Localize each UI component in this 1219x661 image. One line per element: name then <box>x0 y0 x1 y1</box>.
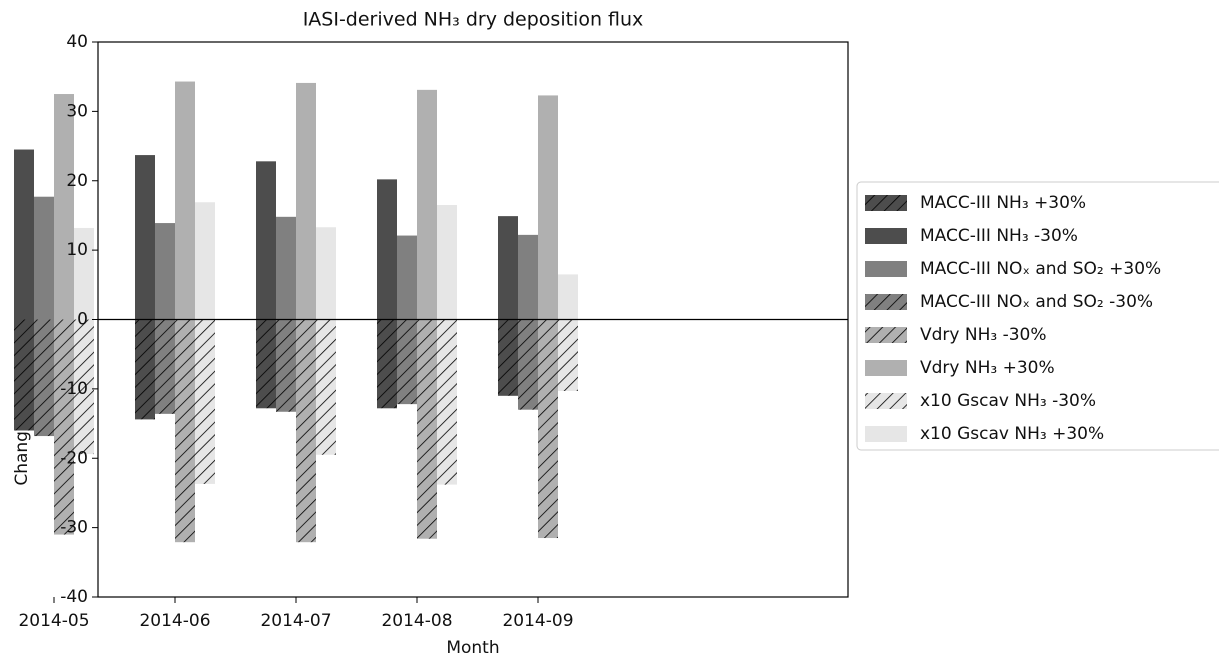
bar <box>14 149 34 320</box>
bar <box>256 319 276 409</box>
bar <box>195 202 215 320</box>
x-tick-label: 2014-05 <box>18 611 89 631</box>
legend-swatch <box>865 261 907 277</box>
bar <box>155 319 175 414</box>
y-tick-label: -30 <box>60 518 88 538</box>
x-axis-label: Month <box>446 638 499 657</box>
legend-label: x10 Gscav NH₃ +30% <box>920 424 1104 444</box>
legend-label: Vdry NH₃ -30% <box>920 325 1047 345</box>
bar <box>74 227 94 320</box>
y-tick-label: 0 <box>77 310 88 330</box>
legend-label: Vdry NH₃ +30% <box>920 358 1055 378</box>
x-tick-label: 2014-07 <box>260 611 331 631</box>
bar <box>538 95 558 320</box>
bar <box>397 235 417 320</box>
y-tick-label: -40 <box>60 587 88 607</box>
bar <box>296 319 316 543</box>
legend-swatch <box>865 426 907 442</box>
bar <box>316 319 336 455</box>
bar <box>518 234 538 320</box>
legend-box <box>856 181 1219 451</box>
bar <box>54 94 74 320</box>
legend-label: MACC-III NOₓ and SO₂ +30% <box>920 259 1161 279</box>
legend-swatch <box>865 195 907 211</box>
bar <box>34 196 54 320</box>
y-tick-label: 30 <box>66 101 88 121</box>
bar <box>558 274 578 320</box>
bar <box>397 319 417 405</box>
legend-label: MACC-III NOₓ and SO₂ -30% <box>920 292 1153 312</box>
y-tick-label: 40 <box>66 32 88 52</box>
bar <box>195 319 215 484</box>
legend-swatch <box>865 327 907 343</box>
bar <box>256 161 276 320</box>
bar <box>498 319 518 396</box>
chart-title: IASI-derived NH₃ dry deposition flux <box>303 9 644 31</box>
y-tick-label: 20 <box>66 171 88 191</box>
legend-label: MACC-III NH₃ +30% <box>920 193 1086 213</box>
bar <box>74 319 94 455</box>
bar <box>54 319 74 535</box>
bar <box>518 319 538 410</box>
legend-swatch <box>865 294 907 310</box>
bar <box>417 89 437 320</box>
bar <box>175 81 195 320</box>
bar <box>377 319 397 409</box>
bar <box>14 319 34 431</box>
bar <box>538 319 558 539</box>
bar <box>316 227 336 320</box>
x-tick-label: 2014-08 <box>381 611 452 631</box>
legend-swatch <box>865 228 907 244</box>
bar <box>175 319 195 543</box>
bar <box>276 319 296 412</box>
bar <box>155 223 175 320</box>
bar <box>276 216 296 320</box>
bar <box>558 319 578 391</box>
x-tick-label: 2014-06 <box>139 611 210 631</box>
x-tick-label: 2014-09 <box>502 611 573 631</box>
y-tick-label: 10 <box>66 240 88 260</box>
bar <box>135 319 155 420</box>
bar <box>437 205 457 320</box>
y-tick-label: -20 <box>60 448 88 468</box>
bar <box>498 216 518 320</box>
legend-label: MACC-III NH₃ -30% <box>920 226 1078 246</box>
bar <box>135 155 155 320</box>
bar <box>377 179 397 320</box>
bar <box>34 319 54 437</box>
bar <box>296 82 316 320</box>
legend-swatch <box>865 393 907 409</box>
bar <box>417 319 437 539</box>
y-tick-label: -10 <box>60 379 88 399</box>
legend-swatch <box>865 360 907 376</box>
legend-label: x10 Gscav NH₃ -30% <box>920 391 1096 411</box>
bar <box>437 319 457 485</box>
